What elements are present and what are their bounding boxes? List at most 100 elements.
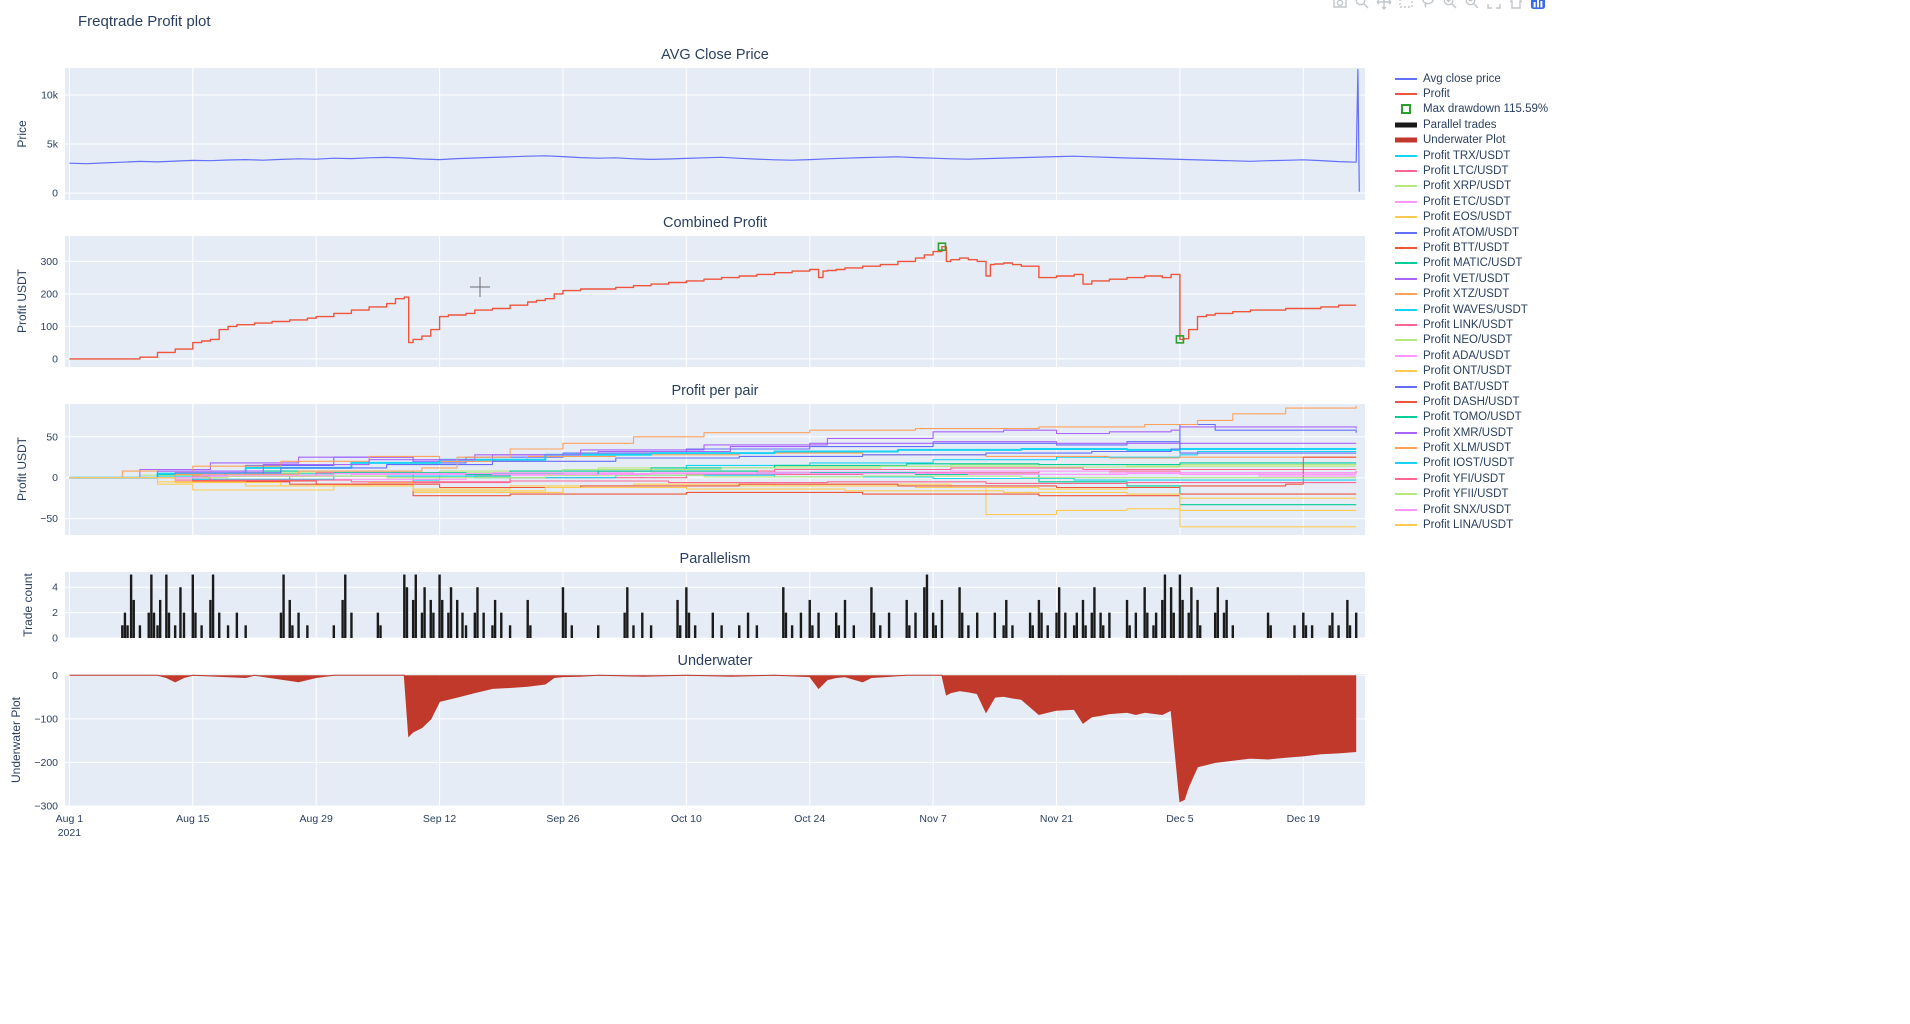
- legend-item-underwater-plot[interactable]: Underwater Plot: [1393, 133, 1548, 148]
- legend-item-profit-trx-usdt[interactable]: Profit TRX/USDT: [1393, 148, 1548, 163]
- legend-item-profit-ada-usdt[interactable]: Profit ADA/USDT: [1393, 348, 1548, 363]
- x-tick-year-label: 2021: [58, 827, 82, 839]
- trade-count-bar: [1028, 612, 1032, 638]
- legend-item-profit-xrp-usdt[interactable]: Profit XRP/USDT: [1393, 179, 1548, 194]
- legend-item-profit-lina-usdt[interactable]: Profit LINA/USDT: [1393, 517, 1548, 532]
- legend-item-profit-yfi-usdt[interactable]: Profit YFI/USDT: [1393, 471, 1548, 486]
- legend-item-profit-matic-usdt[interactable]: Profit MATIC/USDT: [1393, 256, 1548, 271]
- trade-count-bar: [879, 625, 882, 638]
- legend-item-max-drawdown-115-59[interactable]: Max drawdown 115.59%: [1393, 102, 1548, 117]
- camera-icon[interactable]: [1330, 0, 1350, 16]
- trade-count-bar: [132, 599, 135, 638]
- legend-item-profit-xtz-usdt[interactable]: Profit XTZ/USDT: [1393, 286, 1548, 301]
- trade-count-bar: [414, 574, 417, 638]
- legend-label: Profit ONT/USDT: [1423, 365, 1512, 378]
- lasso-icon[interactable]: [1418, 0, 1438, 16]
- legend-label: Profit LTC/USDT: [1423, 165, 1509, 178]
- plotly-modebar: [1330, 0, 1548, 16]
- legend-item-avg-close-price[interactable]: Avg close price: [1393, 71, 1548, 86]
- trade-count-bar: [1128, 625, 1131, 638]
- legend-item-profit-dash-usdt[interactable]: Profit DASH/USDT: [1393, 394, 1548, 409]
- trade-count-bar: [226, 625, 230, 638]
- zoom-in-icon[interactable]: [1440, 0, 1460, 16]
- trade-count-bar: [500, 612, 503, 638]
- trade-count-bar: [1348, 625, 1352, 638]
- trace-profit-yfi-usdt: [69, 477, 1357, 484]
- legend-item-profit-ltc-usdt[interactable]: Profit LTC/USDT: [1393, 163, 1548, 178]
- x-tick-label: Oct 24: [794, 813, 825, 825]
- legend-item-parallel-trades[interactable]: Parallel trades: [1393, 117, 1548, 132]
- legend-label: Profit ATOM/USDT: [1423, 226, 1520, 239]
- legend-label: Profit XTZ/USDT: [1423, 288, 1510, 301]
- legend-item-profit-tomo-usdt[interactable]: Profit TOMO/USDT: [1393, 410, 1548, 425]
- legend-label: Profit TOMO/USDT: [1423, 411, 1522, 424]
- trade-count-bar: [1196, 599, 1199, 638]
- trace-avg-close-price: [69, 68, 1360, 192]
- trade-count-bar: [755, 625, 759, 638]
- trade-count-bar: [129, 574, 133, 638]
- trace-profit-bat-usdt: [69, 423, 1357, 479]
- trade-count-bar: [282, 574, 285, 638]
- trade-count-bar: [811, 625, 814, 638]
- legend-item-profit-etc-usdt[interactable]: Profit ETC/USDT: [1393, 194, 1548, 209]
- legend-item-profit-iost-usdt[interactable]: Profit IOST/USDT: [1393, 456, 1548, 471]
- legend-item-profit-vet-usdt[interactable]: Profit VET/USDT: [1393, 271, 1548, 286]
- legend-label: Profit XMR/USDT: [1423, 426, 1514, 439]
- box-select-icon[interactable]: [1396, 0, 1416, 16]
- trade-count-bar: [464, 625, 468, 638]
- legend: Avg close price Profit Max drawdown 115.59…: [1393, 71, 1548, 533]
- legend-item-profit-xmr-usdt[interactable]: Profit XMR/USDT: [1393, 425, 1548, 440]
- max-drawdown-marker-swatch: [1401, 104, 1411, 115]
- subplot-title-underwater: Underwater: [677, 653, 753, 669]
- trace-profit-atom-usdt: [69, 441, 1357, 479]
- pan-icon[interactable]: [1374, 0, 1394, 16]
- legend-item-profit[interactable]: Profit: [1393, 86, 1548, 101]
- legend-label: Profit ETC/USDT: [1423, 195, 1511, 208]
- y-tick-label: 0: [52, 633, 58, 645]
- trace-profit-dash-usdt: [69, 456, 1357, 489]
- legend-item-profit-atom-usdt[interactable]: Profit ATOM/USDT: [1393, 225, 1548, 240]
- trade-count-bar: [411, 599, 415, 638]
- legend-line-swatch: [1395, 77, 1417, 80]
- zoom-out-icon[interactable]: [1462, 0, 1482, 16]
- y-tick-label: 0: [52, 353, 58, 365]
- legend-item-profit-bat-usdt[interactable]: Profit BAT/USDT: [1393, 379, 1548, 394]
- legend-label: Profit NEO/USDT: [1423, 334, 1513, 347]
- zoom-icon[interactable]: [1352, 0, 1372, 16]
- plotly-logo[interactable]: [1528, 0, 1548, 16]
- trade-count-bar: [200, 625, 203, 638]
- trade-count-bar: [332, 625, 336, 638]
- legend-line-swatch: [1395, 93, 1417, 96]
- trade-count-bar: [1222, 612, 1226, 638]
- y-tick-label: −200: [34, 757, 58, 769]
- trade-count-bar: [150, 574, 153, 638]
- reset-axes-icon[interactable]: [1506, 0, 1526, 16]
- legend-item-profit-yfii-usdt[interactable]: Profit YFII/USDT: [1393, 487, 1548, 502]
- y-tick-label: 5k: [47, 139, 59, 151]
- trade-count-bar: [808, 599, 811, 638]
- legend-item-profit-waves-usdt[interactable]: Profit WAVES/USDT: [1393, 302, 1548, 317]
- trade-count-bar: [623, 612, 626, 638]
- trade-count-bar: [678, 625, 682, 638]
- trade-count-bar: [676, 599, 679, 638]
- legend-item-profit-snx-usdt[interactable]: Profit SNX/USDT: [1393, 502, 1548, 517]
- trade-count-bar: [817, 612, 820, 638]
- legend-item-profit-eos-usdt[interactable]: Profit EOS/USDT: [1393, 210, 1548, 225]
- y-tick-label: 50: [46, 431, 58, 443]
- trace-profit-waves-usdt: [69, 448, 1357, 479]
- legend-line-swatch: [1395, 477, 1417, 480]
- legend-item-profit-neo-usdt[interactable]: Profit NEO/USDT: [1393, 333, 1548, 348]
- trade-count-bar: [1081, 599, 1085, 638]
- trade-count-bar: [529, 625, 532, 638]
- chart-canvas[interactable]: 05k10k0100200300−500500240−100−200−300Au…: [0, 0, 1550, 860]
- legend-label: Profit ADA/USDT: [1423, 349, 1511, 362]
- trade-count-bar: [279, 612, 283, 638]
- trade-count-bar: [288, 599, 291, 638]
- legend-item-profit-link-usdt[interactable]: Profit LINK/USDT: [1393, 317, 1548, 332]
- legend-item-profit-xlm-usdt[interactable]: Profit XLM/USDT: [1393, 440, 1548, 455]
- legend-item-profit-ont-usdt[interactable]: Profit ONT/USDT: [1393, 363, 1548, 378]
- legend-line-swatch: [1395, 200, 1417, 203]
- legend-item-profit-btt-usdt[interactable]: Profit BTT/USDT: [1393, 240, 1548, 255]
- trace-profit-snx-usdt: [69, 472, 1357, 479]
